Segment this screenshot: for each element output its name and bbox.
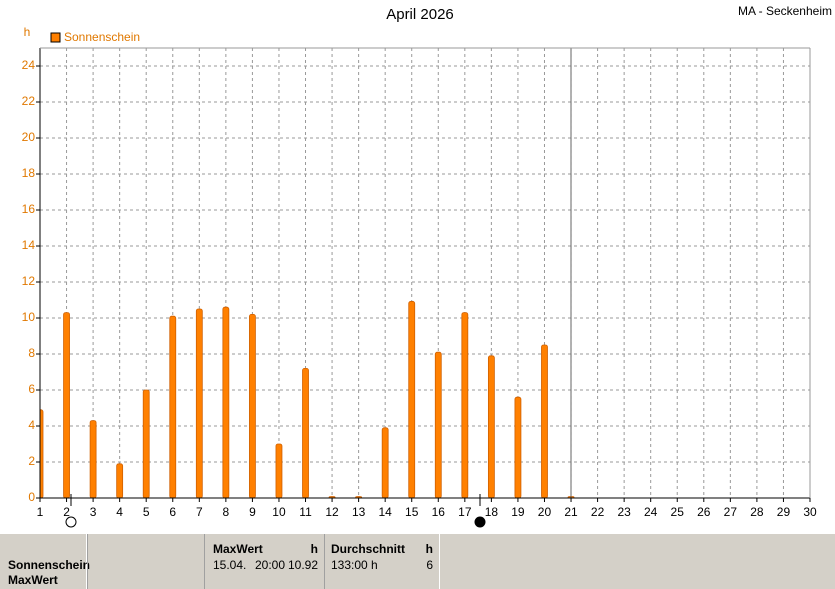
y-tick-label: 6	[28, 382, 35, 396]
unit: h	[310, 542, 318, 556]
y-tick-label: 14	[22, 238, 36, 252]
x-tick-label: 19	[511, 505, 525, 519]
bar	[408, 301, 416, 498]
x-tick-label: 14	[378, 505, 392, 519]
y-tick-label: 8	[28, 346, 35, 360]
y-tick-label: 12	[22, 274, 36, 288]
x-tick-label: 2	[63, 505, 70, 519]
bar	[40, 409, 44, 498]
x-tick-label: 9	[249, 505, 256, 519]
x-tick-label: 18	[485, 505, 499, 519]
x-tick-label: 30	[803, 505, 817, 519]
x-tick-label: 5	[143, 505, 150, 519]
bar	[249, 314, 256, 498]
legend-label: Sonnenschein	[64, 30, 140, 44]
x-tick-label: 15	[405, 505, 419, 519]
footer-empty	[87, 534, 205, 589]
x-tick-label: 26	[697, 505, 711, 519]
station-label: MA - Seckenheim	[738, 4, 832, 18]
unit: h	[425, 542, 433, 556]
y-tick-label: 0	[28, 490, 35, 504]
x-tick-label: 23	[617, 505, 631, 519]
x-tick-label: 1	[37, 505, 44, 519]
time: 20:00	[255, 558, 286, 572]
footer-panel: Sonnenschein MaxWert MaxWert h 15.04. 20…	[0, 533, 835, 589]
x-tick-label: 21	[564, 505, 578, 519]
x-tick-label: 7	[196, 505, 203, 519]
value: 6	[426, 558, 433, 572]
y-tick-label: 10	[22, 310, 36, 324]
x-tick-label: 24	[644, 505, 658, 519]
x-tick-label: 17	[458, 505, 472, 519]
y-tick-label: 16	[22, 202, 36, 216]
bar	[275, 443, 283, 498]
bar	[169, 315, 177, 498]
bar	[63, 312, 70, 498]
moon-new	[474, 516, 486, 528]
x-tick-label: 29	[777, 505, 791, 519]
y-tick-label: 4	[28, 418, 35, 432]
x-tick-label: 27	[724, 505, 738, 519]
bar	[381, 427, 389, 498]
date: 15.04.	[213, 558, 247, 572]
bar	[195, 308, 203, 498]
moon-full	[65, 516, 77, 528]
footer-labels: Sonnenschein MaxWert	[0, 534, 91, 589]
value: 10.92	[287, 558, 318, 572]
bar	[487, 355, 495, 498]
y-tick-label: 24	[22, 58, 36, 72]
y-tick-label: 2	[28, 454, 35, 468]
y-unit: h	[24, 25, 31, 39]
x-tick-label: 13	[352, 505, 366, 519]
row-label: MaxWert	[8, 573, 58, 587]
x-tick-label: 22	[591, 505, 605, 519]
header: MaxWert	[213, 542, 263, 556]
x-tick-label: 28	[750, 505, 764, 519]
x-tick-label: 6	[169, 505, 176, 519]
bar	[461, 312, 469, 498]
x-tick-label: 8	[223, 505, 230, 519]
chart-title: April 2026	[386, 6, 454, 23]
header: Durchschnitt	[331, 542, 406, 556]
y-tick-label: 22	[22, 94, 36, 108]
bar	[142, 389, 150, 498]
x-tick-label: 12	[325, 505, 339, 519]
bar	[434, 351, 442, 498]
x-tick-label: 11	[299, 505, 312, 519]
bar	[541, 344, 548, 498]
bar	[302, 368, 309, 498]
total: 133:00 h	[331, 558, 378, 572]
row-label: Sonnenschein	[8, 558, 91, 572]
legend-swatch	[50, 32, 61, 43]
x-tick-label: 20	[538, 505, 552, 519]
bar	[89, 420, 97, 498]
footer-max: MaxWert h 15.04. 20:00 10.92	[204, 534, 325, 589]
footer-avg: Durchschnitt h 133:00 h 6	[324, 534, 440, 589]
x-tick-label: 25	[671, 505, 685, 519]
y-tick-label: 18	[22, 166, 36, 180]
bar	[222, 306, 230, 498]
y-tick-label: 20	[22, 130, 36, 144]
bar	[116, 463, 124, 498]
x-tick-label: 4	[116, 505, 123, 519]
chart: April 2026 MA - Seckenheim h Sonnenschei…	[22, 4, 832, 528]
x-tick-label: 10	[272, 505, 286, 519]
bar	[514, 396, 522, 498]
x-tick-label: 3	[90, 505, 97, 519]
x-tick-label: 16	[432, 505, 446, 519]
